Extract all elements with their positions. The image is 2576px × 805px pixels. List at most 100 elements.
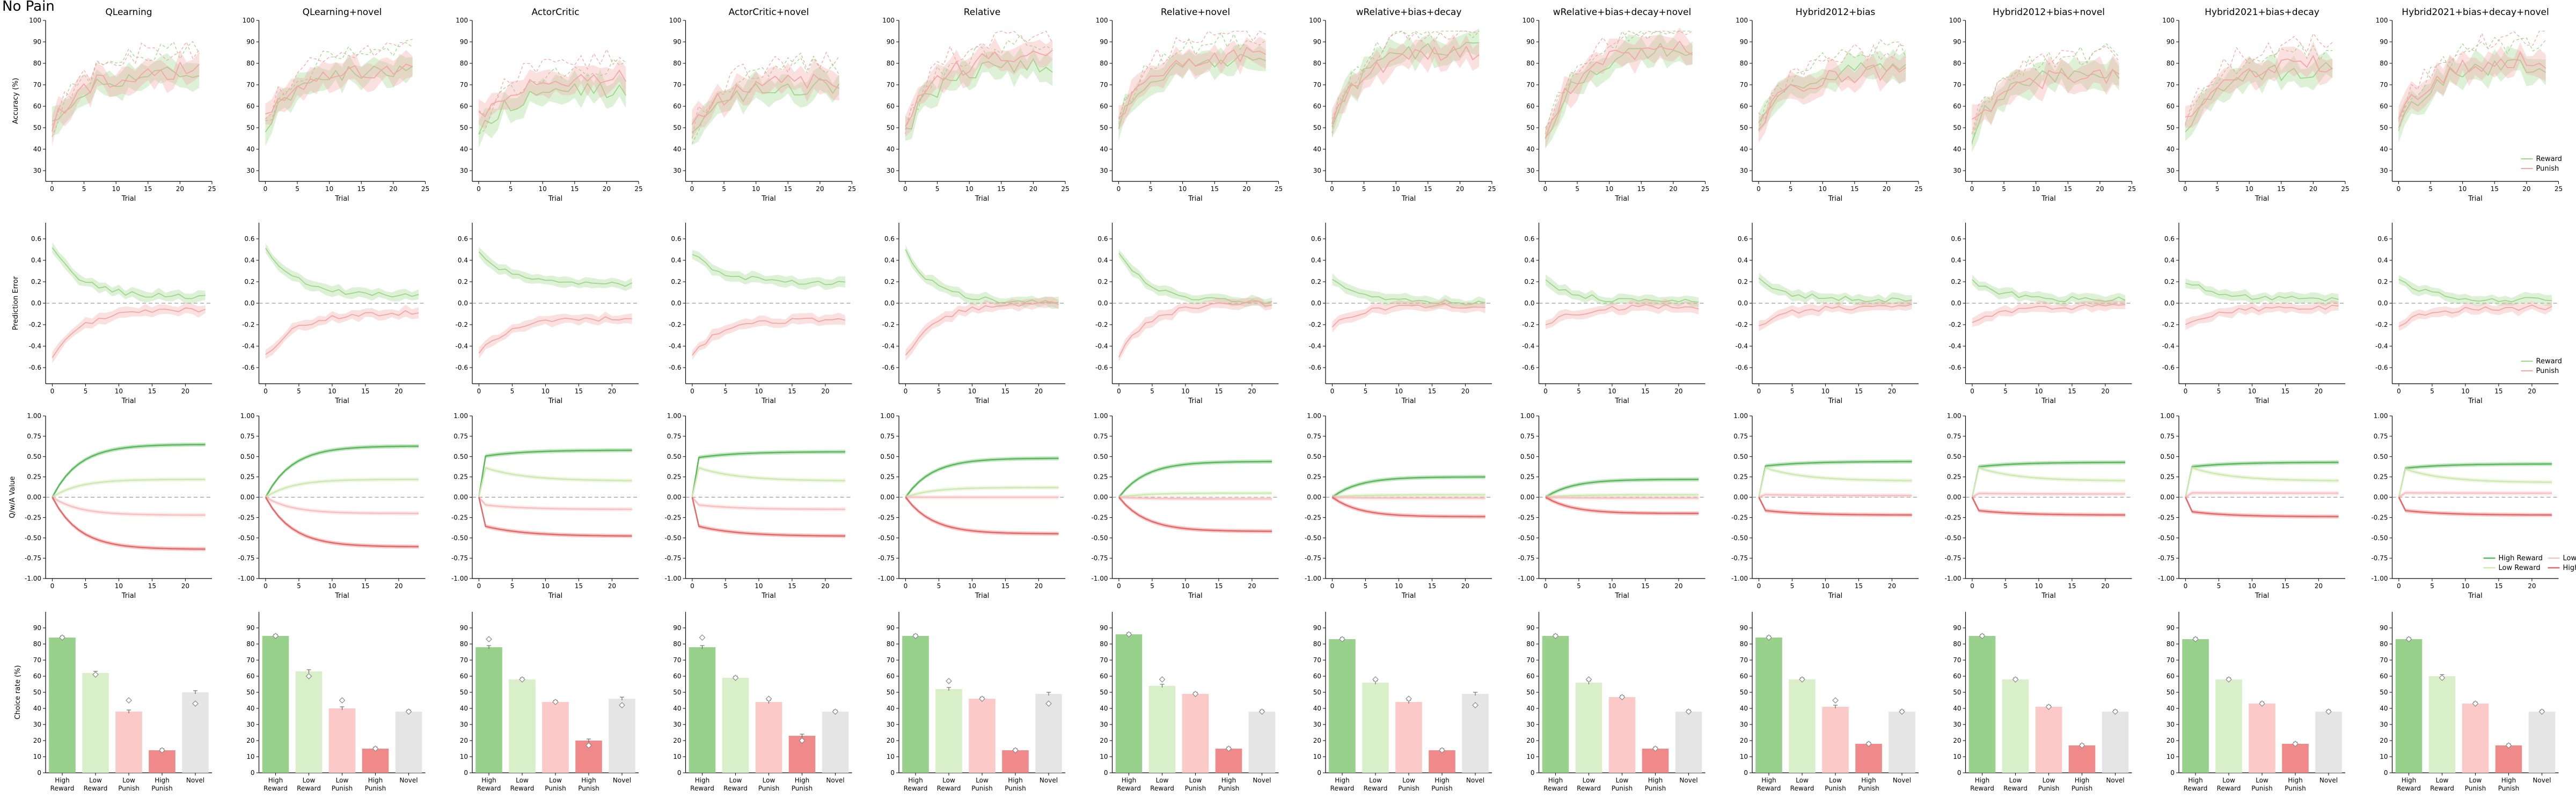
acc-ytick-label: 50 [1953,124,1961,131]
choice-rate-panel: 0102030405060708090HighRewardLowRewardLo… [2167,612,2345,792]
category-label: Punish [2038,785,2059,792]
choice-bar [2282,744,2309,773]
pe-punish-line [905,301,1059,356]
accuracy-panel: wRelative+bias+decay 30 40 50 60 70 80 90 100 0 5 1… [1309,7,1496,203]
value-HR-band [2185,460,2339,500]
acc-xtick-label: 20 [2096,185,2104,193]
pe-ytick-label: 0.6 [244,235,254,243]
acc-xtick-label: 0 [2397,185,2401,193]
row-ylabel: Q/w/A Value [9,476,17,518]
cr-ytick-label: 80 [33,640,41,648]
q-ytick-label: 0.25 [453,473,468,481]
pe-xtick-label: 20 [1248,387,1256,395]
acc-ytick-label: 30 [2380,167,2388,174]
cr-ytick-label: 20 [1953,737,1961,744]
accuracy-panel: QLearning 30 40 50 60 70 80 90 100 0 5 10 15 20 25 Tria… [12,7,216,203]
q-ytick-label: 1.00 [453,412,468,420]
value-HP-line [1118,496,1272,532]
cr-ytick-label: 20 [2167,737,2175,744]
accuracy-punish-band [478,59,626,130]
pe-ytick-label: 0.0 [2377,299,2388,307]
category-label: Low [516,777,529,784]
acc-xtick-label: 10 [2032,185,2040,193]
pe-xlabel: Trial [2255,397,2270,405]
q-xtick-label: 5 [510,582,515,590]
accuracy-panel: Hybrid2021+bias+decay+novel3040506070809… [2376,7,2563,203]
panel-title: wRelative+bias+decay+novel [1553,7,1691,18]
value-HR-band [479,448,632,500]
pe-xtick-label: 0 [1970,387,1974,395]
category-label: Reward [84,785,108,792]
pe-reward-line [2398,279,2552,303]
q-ytick-label: 0.50 [2160,453,2175,460]
cr-ytick-label: 30 [2167,721,2175,728]
acc-ytick-label: 50 [1313,124,1321,131]
diamond-marker [1012,747,1019,753]
pe-ytick-label: 0.2 [1738,278,1748,286]
q-ytick-label: 0.50 [453,453,468,460]
pe-ytick-label: 0.4 [31,257,41,264]
pe-ytick-label: -0.6 [2375,364,2388,371]
q-xtick-label: 5 [2430,582,2434,590]
q-xtick-label: 20 [394,582,402,590]
acc-ytick-label: 40 [1526,145,1534,153]
choice-bar [1608,697,1636,773]
value-panel: -1.00 -0.75 -0.50 -0.25 0.00 0.25 0.50 0.75 1.00… [238,412,426,600]
acc-xlabel: Trial [2255,195,2270,203]
cr-ytick-label: 0 [1104,769,1108,777]
q-xtick-label: 20 [181,582,189,590]
pe-ytick-label: 0.4 [2377,257,2388,264]
accuracy-punish-dashed-line [2398,31,2546,122]
diamond-marker [2012,676,2019,683]
pe-xtick-label: 10 [115,387,123,395]
cr-ytick-label: 10 [2167,753,2175,760]
diamond-marker [732,675,739,681]
cr-ytick-label: 10 [1100,753,1108,760]
q-ytick-label: -0.50 [878,534,895,541]
category-label: Reward [2217,785,2241,792]
acc-ytick-label: 40 [2167,145,2175,153]
value-HP-line [265,496,419,547]
accuracy-punish-line [1971,69,2120,120]
pe-ytick-label: 0.0 [671,299,681,307]
choice-bar [902,636,929,773]
accuracy-punish-line [478,69,626,118]
acc-ytick-label: 50 [2380,124,2388,131]
acc-ytick-label: 80 [887,60,895,67]
acc-ytick-label: 70 [246,81,254,89]
value-HP-line [691,497,846,537]
acc-xtick-label: 15 [2277,185,2285,193]
acc-ytick-label: 90 [1313,38,1321,46]
category-label: Low [2222,777,2235,784]
value-LR-line [265,479,419,498]
cr-ytick-label: 10 [887,753,895,760]
acc-xlabel: Trial [548,195,563,203]
category-label: Punish [1431,785,1452,792]
pe-reward-line [1545,279,1699,303]
choice-bar [2249,704,2275,773]
pe-xtick-label: 0 [904,387,908,395]
value-HR-band [692,450,846,500]
pe-ytick-label: 0.6 [884,235,895,243]
cr-ytick-label: 40 [1100,705,1108,712]
acc-ytick-label: 50 [673,124,681,131]
pe-reward-line [1758,277,1912,303]
category-label: Low [2469,777,2482,784]
pe-ytick-label: 0.6 [1738,235,1748,243]
acc-ytick-label: 40 [1100,145,1108,153]
category-label: Punish [792,785,813,792]
value-panel: -1.00 -0.75 -0.50 -0.25 0.00 0.25 0.50 0.75 1.00… [1944,412,2132,600]
acc-ytick-label: 100 [2162,17,2175,24]
diamond-marker [2259,700,2265,707]
acc-xtick-label: 0 [477,185,481,193]
acc-xtick-label: 0 [1117,185,1121,193]
acc-ytick-label: 30 [460,167,468,174]
q-ytick-label: -0.50 [1944,534,1961,541]
value-HR-band [1332,475,1485,500]
cr-ytick-label: 60 [33,672,41,680]
q-ytick-label: 0.00 [1094,494,1108,501]
prediction-error-panel: -0.6 -0.4 -0.2 0.0 0.2 0.4 0.6 0 5 10 15 20 Trial [669,223,852,405]
q-xtick-label: 5 [723,582,728,590]
q-ytick-label: -1.00 [1305,575,1321,582]
